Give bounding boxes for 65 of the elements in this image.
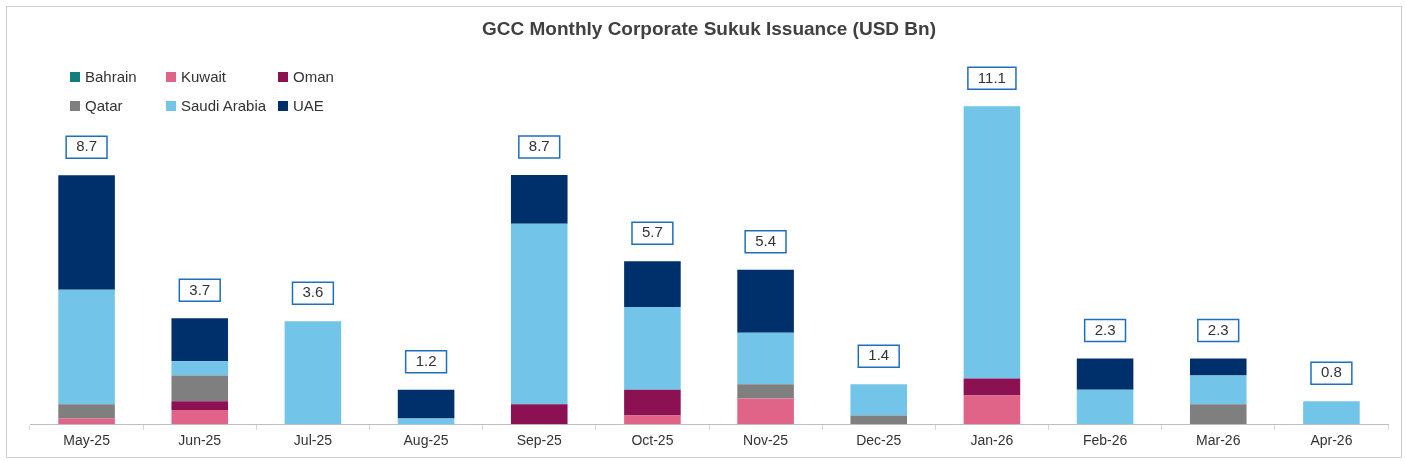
annotation: 1.4 xyxy=(868,346,890,364)
x-tick-label: Nov-25 xyxy=(743,432,789,449)
bar xyxy=(963,378,1021,396)
bar xyxy=(624,261,681,307)
annotation: 8.7 xyxy=(528,137,550,155)
legend-label: Qatar xyxy=(85,97,123,114)
annotation: 5.7 xyxy=(641,223,663,241)
annotation: 5.4 xyxy=(755,231,777,249)
x-tick-label: Jul-25 xyxy=(293,432,333,449)
bar xyxy=(397,389,455,419)
legend-label: UAE xyxy=(293,97,324,114)
bar xyxy=(284,321,342,425)
legend-label: Oman xyxy=(293,68,334,85)
x-tick-label: Apr-26 xyxy=(1310,432,1353,449)
x-tick-label: Dec-25 xyxy=(856,432,902,449)
annotation: 3.7 xyxy=(189,280,211,298)
bar xyxy=(737,332,794,385)
x-tick-label: Jan-26 xyxy=(970,432,1014,449)
x-tick-label: Mar-26 xyxy=(1196,432,1241,449)
annotation: 2.3 xyxy=(1094,320,1116,338)
bar xyxy=(510,404,568,425)
bar xyxy=(1076,389,1134,425)
bar xyxy=(850,384,908,416)
bar xyxy=(624,415,681,425)
bar xyxy=(171,401,229,410)
annotation: 1.2 xyxy=(415,352,437,370)
bar xyxy=(737,384,794,399)
bar xyxy=(510,175,568,224)
bar xyxy=(1076,358,1134,390)
bar xyxy=(397,418,455,425)
annotation: 8.7 xyxy=(76,137,98,155)
annotation: 2.3 xyxy=(1207,320,1229,338)
bar xyxy=(510,223,568,405)
x-tick-label: Sep-25 xyxy=(516,432,563,449)
x-tick-label: Oct-25 xyxy=(631,432,674,449)
x-tick-label: May-25 xyxy=(63,432,111,449)
bar xyxy=(171,375,229,402)
bar xyxy=(737,398,794,425)
bar xyxy=(58,175,115,290)
bar xyxy=(58,418,115,425)
annotation: 0.8 xyxy=(1320,363,1342,381)
x-tick-label: Jun-25 xyxy=(178,432,222,449)
bar xyxy=(737,269,794,333)
x-tick-label: Feb-26 xyxy=(1082,432,1128,449)
bar xyxy=(963,395,1021,425)
bar xyxy=(850,415,908,425)
bar xyxy=(1189,375,1247,405)
bar xyxy=(624,306,681,390)
bar xyxy=(963,106,1021,379)
legend-label: Bahrain xyxy=(85,68,137,85)
annotation: 11.1 xyxy=(977,68,1006,86)
bar xyxy=(624,389,681,416)
legend-label: Kuwait xyxy=(181,68,227,85)
bar xyxy=(1189,404,1247,425)
bar xyxy=(171,409,229,425)
bar xyxy=(1189,358,1247,376)
bar xyxy=(58,289,115,405)
x-tick-label: Aug-25 xyxy=(403,432,449,449)
bar xyxy=(171,361,229,376)
bar xyxy=(58,404,115,419)
chart-title: GCC Monthly Corporate Sukuk Issuance (USD Bn) xyxy=(482,17,936,39)
legend-label: Saudi Arabia xyxy=(181,97,267,114)
annotation: 3.6 xyxy=(302,283,324,301)
bar xyxy=(1303,401,1360,425)
bar xyxy=(171,318,229,362)
